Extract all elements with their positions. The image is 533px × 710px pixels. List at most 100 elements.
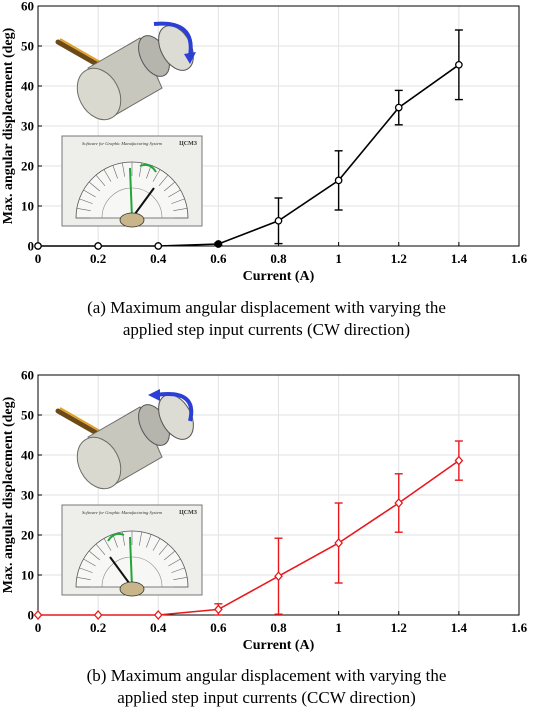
y-tick-label: 30 xyxy=(21,488,34,503)
caption-b: (b) Maximum angular displacement with va… xyxy=(0,665,533,709)
protractor-tick xyxy=(83,189,96,198)
x-axis-label: Current (A) xyxy=(243,269,315,284)
rotation-arrow xyxy=(155,392,194,422)
x-tick-label: 0.2 xyxy=(90,251,106,266)
x-tick-label: 1 xyxy=(335,620,342,635)
protractor-inner-arc xyxy=(101,556,163,588)
protractor-tick xyxy=(112,165,118,179)
x-tick-label: 0 xyxy=(35,251,42,266)
reference-needle xyxy=(129,536,133,588)
data-point xyxy=(93,610,103,620)
protractor-inner-arc xyxy=(101,187,163,219)
x-tick-label: 0 xyxy=(35,620,42,635)
protractor-tick xyxy=(138,531,143,546)
data-point xyxy=(214,240,223,248)
series-line xyxy=(38,459,460,616)
x-tick-label: 1.6 xyxy=(511,620,528,635)
y-tick-label: 20 xyxy=(21,159,34,174)
protractor-tick xyxy=(79,567,93,573)
x-tick-label: 0.2 xyxy=(90,620,106,635)
data-point xyxy=(94,242,102,250)
x-tick-label: 0.6 xyxy=(210,251,227,266)
y-axis-label: Max. angular displacement (deg) xyxy=(1,396,16,593)
protractor-tick xyxy=(158,543,169,556)
protractor-logo: ЦСМЗ xyxy=(179,510,197,516)
reference-needle xyxy=(129,167,133,219)
protractor-tick xyxy=(163,550,176,561)
pointer-hub xyxy=(119,581,145,597)
y-tick-label: 40 xyxy=(21,448,34,463)
protractor-label: Software for Graphic Manufacturing Syste… xyxy=(82,510,163,515)
rotation-arrow xyxy=(153,21,193,57)
protractor-tick xyxy=(103,538,112,551)
caption-a-line1: (a) Maximum angular displacement with va… xyxy=(87,298,446,317)
protractor-tick xyxy=(76,576,91,581)
protractor-tick xyxy=(173,576,188,581)
caption-a: (a) Maximum angular displacement with va… xyxy=(0,297,533,341)
data-point xyxy=(153,610,163,620)
protractor-tick xyxy=(171,567,185,573)
protractor-tick xyxy=(103,169,112,182)
protractor-tick xyxy=(146,534,152,548)
data-point xyxy=(34,242,42,250)
protractor-tick xyxy=(112,534,118,548)
motor-end-cap xyxy=(76,67,122,121)
y-tick-label: 0 xyxy=(28,239,35,254)
protractor-tick xyxy=(83,558,96,567)
y-tick-label: 50 xyxy=(21,408,34,423)
direction-arrow xyxy=(107,532,125,542)
protractor-tick xyxy=(163,181,176,192)
caption-b-line2: applied step input currents (CCW directi… xyxy=(117,688,416,707)
data-point xyxy=(394,498,404,508)
x-tick-label: 0.6 xyxy=(210,620,227,635)
protractor-tick xyxy=(173,207,188,212)
y-tick-label: 0 xyxy=(28,608,35,623)
data-point xyxy=(455,60,463,69)
motor-shaft-highlight xyxy=(59,38,101,63)
series-line xyxy=(38,64,460,247)
protractor-arc xyxy=(75,161,189,219)
protractor-tick xyxy=(152,169,161,182)
y-tick-label: 60 xyxy=(21,368,34,383)
y-tick-label: 60 xyxy=(21,0,34,14)
motor-end-cap xyxy=(76,436,122,490)
x-tick-label: 1.4 xyxy=(451,620,468,635)
y-tick-label: 10 xyxy=(21,199,34,214)
direction-arrow xyxy=(139,163,157,173)
rotation-arrow-head xyxy=(184,52,196,64)
x-tick-label: 1.4 xyxy=(451,251,468,266)
motor-shaft xyxy=(55,39,103,69)
data-point xyxy=(274,571,283,582)
protractor-tick xyxy=(88,181,101,192)
protractor-tick xyxy=(79,198,93,204)
y-tick-label: 30 xyxy=(21,119,34,134)
y-tick-label: 40 xyxy=(21,79,34,94)
data-point xyxy=(334,176,343,185)
protractor-tick xyxy=(171,198,185,204)
x-axis-label: Current (A) xyxy=(243,638,315,653)
y-tick-label: 50 xyxy=(21,39,34,54)
inset-illustration: Software for Graphic Manufacturing Syste… xyxy=(55,389,203,597)
caption-a-line2: applied step input currents (CW directio… xyxy=(122,320,411,339)
x-tick-label: 1.2 xyxy=(391,251,407,266)
protractor-tick xyxy=(95,174,106,187)
data-point xyxy=(154,242,163,250)
x-tick-label: 0.8 xyxy=(270,251,287,266)
x-tick-label: 1.6 xyxy=(511,251,528,266)
x-tick-label: 0.8 xyxy=(270,620,287,635)
protractor-tick xyxy=(76,207,91,212)
motor-shaft-highlight xyxy=(59,407,101,432)
inset-illustration: Software for Graphic Manufacturing Syste… xyxy=(55,21,203,228)
protractor-tick xyxy=(168,189,181,198)
x-tick-label: 0.4 xyxy=(150,251,167,266)
data-point xyxy=(214,604,223,615)
pointer-hub xyxy=(119,212,145,228)
chart-b: 0 0.2 0.4 0.6 0.8 1 1.2 1.4 1.6 0 10 20 30 40 50 60 Curr… xyxy=(1,368,528,654)
protractor-arc xyxy=(75,530,189,588)
x-tick-label: 0.4 xyxy=(150,620,167,635)
y-axis-label: Max. angular displacement (deg) xyxy=(1,27,16,224)
chart-a: 0 0.2 0.4 0.6 0.8 1 1.2 1.4 1.6 0 10 20 30 40 50 60 Curr… xyxy=(1,0,528,284)
protractor-tick xyxy=(146,165,152,179)
x-tick-label: 1 xyxy=(335,251,342,266)
